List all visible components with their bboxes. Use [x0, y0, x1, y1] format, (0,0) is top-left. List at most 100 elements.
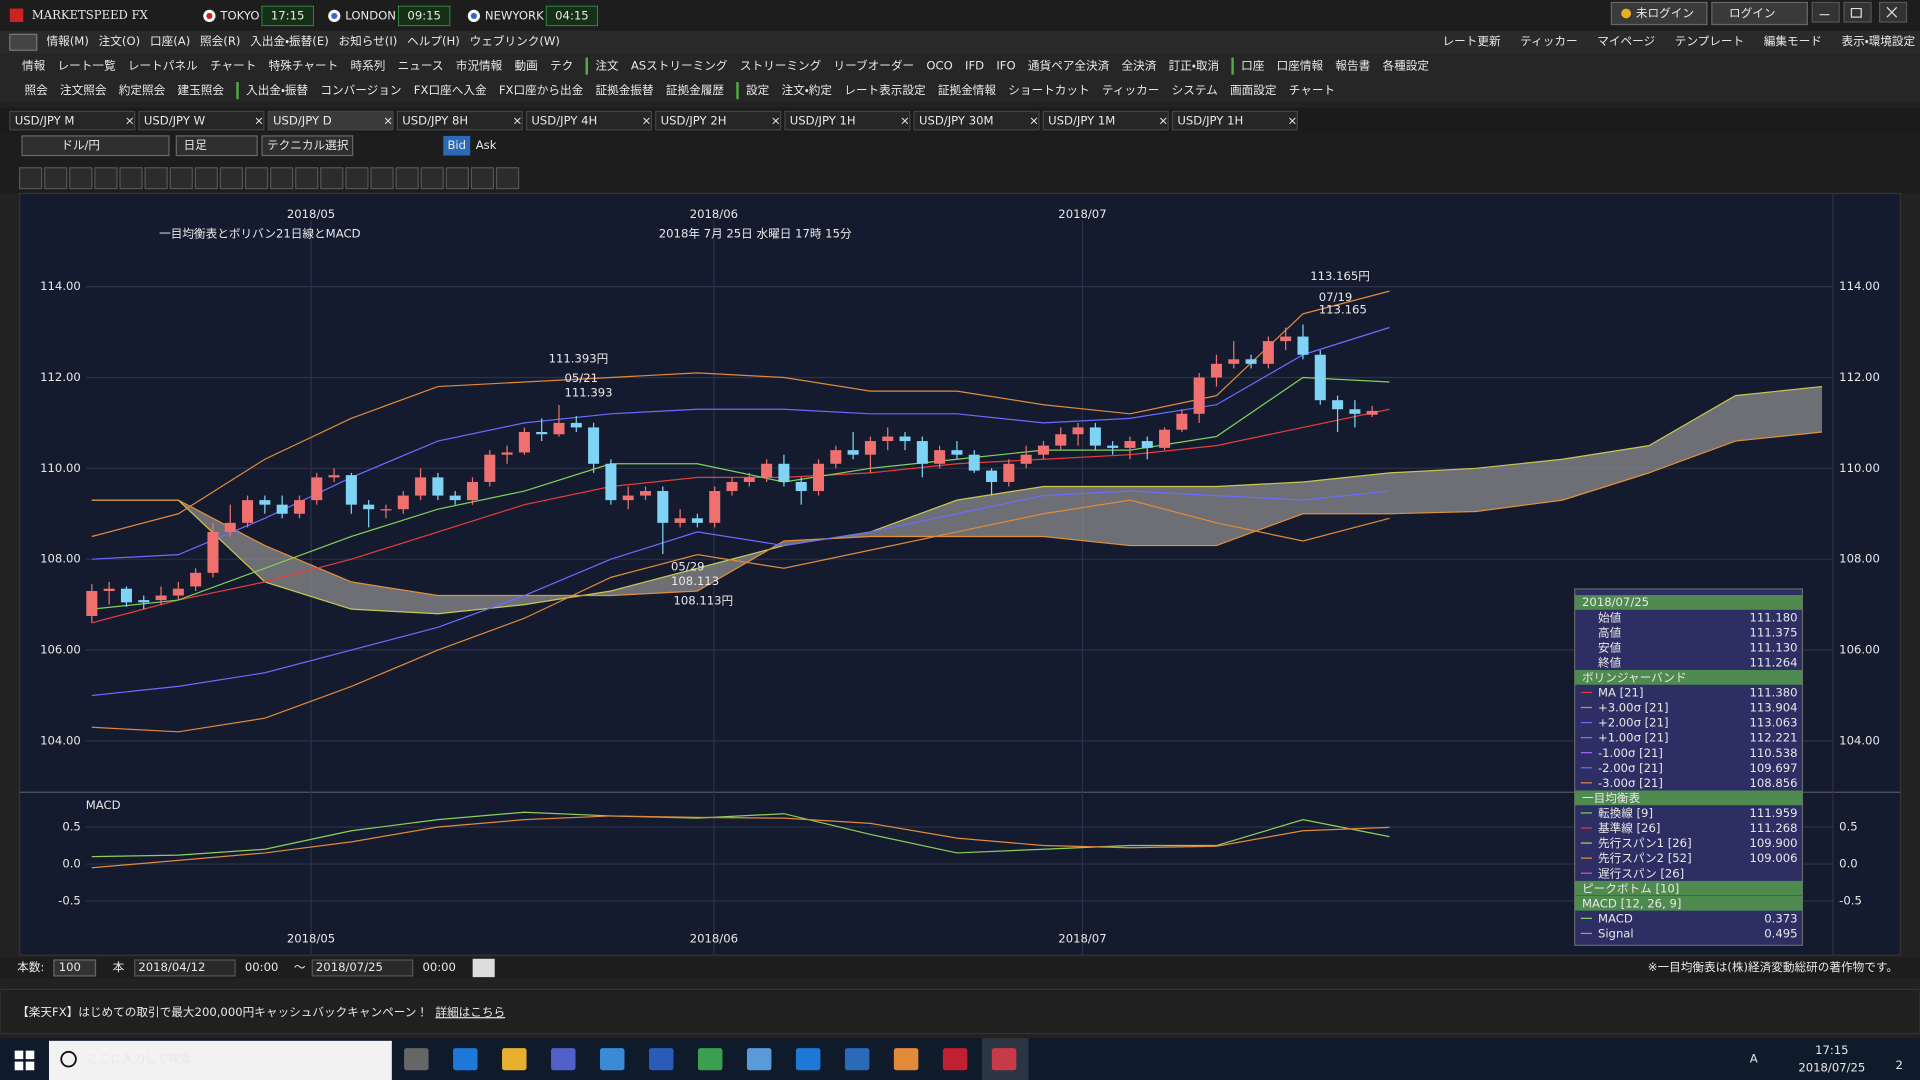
- tab[interactable]: [784, 110, 911, 131]
- drawing-tool[interactable]: [194, 167, 218, 190]
- tab-label[interactable]: USD/JPY M: [15, 114, 75, 128]
- login-button[interactable]: [1711, 1, 1808, 26]
- drawing-tool[interactable]: [370, 167, 394, 190]
- tab[interactable]: [138, 110, 265, 131]
- right-menu-item[interactable]: 編集モード: [1764, 34, 1822, 48]
- drawing-tool[interactable]: [219, 167, 244, 190]
- drawing-tool[interactable]: [270, 167, 294, 190]
- taskbar-app[interactable]: [893, 1048, 919, 1071]
- drawing-tool[interactable]: [470, 167, 495, 190]
- toolbar-item[interactable]: レート表示設定: [844, 83, 926, 97]
- right-menu-item[interactable]: レート更新: [1442, 34, 1501, 48]
- tab-label[interactable]: USD/JPY 1M: [1048, 114, 1115, 128]
- toolbar-item[interactable]: 口座情報: [1277, 59, 1324, 73]
- menu-item[interactable]: 口座(A): [150, 34, 190, 48]
- toolbar-item[interactable]: 時系列: [350, 59, 385, 73]
- drawing-tool[interactable]: [69, 167, 93, 190]
- tab[interactable]: [1171, 110, 1298, 131]
- toolbar-item[interactable]: システム: [1172, 83, 1218, 97]
- toolbar-item[interactable]: 通貨ペア全決済: [1028, 59, 1110, 73]
- right-menu-item[interactable]: テンプレート: [1675, 34, 1744, 48]
- login[interactable]: ログイン: [1729, 6, 1776, 20]
- toolbar-item[interactable]: 注文・約定: [782, 83, 833, 97]
- period[interactable]: 日足: [184, 138, 208, 152]
- drawing-tool[interactable]: [169, 167, 193, 190]
- tab-label[interactable]: USD/JPY 1H: [1177, 114, 1243, 128]
- tab[interactable]: [267, 110, 394, 131]
- bid-button[interactable]: [443, 135, 471, 156]
- toolbar-item[interactable]: レートパネル: [128, 59, 198, 73]
- period-select[interactable]: [175, 135, 258, 157]
- tab-label[interactable]: USD/JPY 4H: [531, 114, 597, 128]
- taskbar-app[interactable]: [404, 1048, 429, 1071]
- taskbar-app[interactable]: [453, 1048, 478, 1071]
- right-menu-item[interactable]: ティッカー: [1520, 34, 1577, 48]
- drawing-tool[interactable]: [44, 167, 68, 190]
- toolbar-item[interactable]: 特殊チャート: [269, 59, 339, 73]
- toolbar-item[interactable]: 入出金・振替: [246, 83, 308, 97]
- login-status[interactable]: 未ログイン: [1636, 6, 1694, 20]
- drawing-tool[interactable]: [420, 167, 444, 190]
- drawing-tool[interactable]: [395, 167, 419, 190]
- toolbar-item[interactable]: FX口座から出金: [499, 83, 584, 97]
- taskbar-app[interactable]: [648, 1048, 674, 1071]
- drawing-tool[interactable]: [345, 167, 369, 190]
- taskbar-app[interactable]: [502, 1048, 527, 1071]
- toolbar-item[interactable]: OCO: [926, 59, 952, 73]
- toolbar-item[interactable]: レート一覧: [58, 59, 117, 73]
- toolbar-item[interactable]: 市況情報: [456, 59, 503, 73]
- banner-link[interactable]: 詳細はこちら: [435, 1005, 505, 1019]
- taskbar-app[interactable]: [991, 1048, 1017, 1071]
- drawing-tool[interactable]: [244, 167, 269, 190]
- login-status-button[interactable]: [1610, 1, 1708, 26]
- taskbar-app[interactable]: [697, 1048, 723, 1071]
- drawing-tool[interactable]: [495, 167, 520, 190]
- drawing-tool[interactable]: [320, 167, 344, 190]
- drawing-tool[interactable]: [445, 167, 469, 190]
- taskbar-app[interactable]: [746, 1048, 772, 1071]
- menu-item[interactable]: 照会(R): [200, 34, 240, 48]
- taskbar-app[interactable]: [942, 1048, 968, 1071]
- right-menu-item[interactable]: 表示・環境設定: [1841, 34, 1915, 48]
- window-control[interactable]: [1878, 1, 1908, 23]
- toolbar-item[interactable]: テク: [550, 59, 573, 73]
- to-date[interactable]: 2018/07/25: [316, 960, 383, 974]
- toolbar-item[interactable]: IFD: [965, 59, 984, 73]
- toolbar-item[interactable]: 動画: [515, 59, 538, 73]
- window-control[interactable]: [1843, 1, 1872, 23]
- menu-item[interactable]: 入出金・振替(E): [250, 34, 329, 48]
- toolbar-item[interactable]: 全決済: [1122, 59, 1157, 73]
- tab[interactable]: [396, 110, 523, 131]
- toolbar-item[interactable]: 口座: [1241, 59, 1265, 73]
- tab[interactable]: [1042, 110, 1169, 131]
- bid[interactable]: Bid: [447, 138, 466, 152]
- toolbar-item[interactable]: 建玉照会: [178, 83, 225, 97]
- toolbar-item[interactable]: ショートカット: [1008, 83, 1089, 97]
- toolbar-item[interactable]: 画面設定: [1230, 83, 1277, 97]
- tab-label[interactable]: USD/JPY D: [273, 114, 332, 128]
- drawing-tool[interactable]: [295, 167, 319, 190]
- menu-item[interactable]: ヘルプ(H): [407, 34, 460, 48]
- toolbar-item[interactable]: 各種設定: [1383, 59, 1430, 73]
- tab-label[interactable]: USD/JPY 2H: [661, 114, 727, 128]
- toolbar-item[interactable]: IFO: [996, 59, 1015, 73]
- apply-button[interactable]: [472, 958, 495, 978]
- tab-label[interactable]: USD/JPY 1H: [790, 114, 856, 128]
- toolbar-item[interactable]: 証拠金情報: [938, 83, 997, 97]
- menu-item[interactable]: ウェブリンク(W): [470, 34, 560, 48]
- toolbar-item[interactable]: リーブオーダー: [833, 59, 914, 73]
- toolbar-item[interactable]: FX口座へ入金: [414, 83, 487, 97]
- drawing-tool[interactable]: [18, 167, 43, 190]
- taskbar-app[interactable]: [551, 1048, 576, 1071]
- count[interactable]: 100: [59, 960, 81, 974]
- search-placeholder[interactable]: ここに入力して検索: [87, 1052, 191, 1066]
- ask[interactable]: Ask: [476, 138, 497, 152]
- drawing-tool[interactable]: [94, 167, 118, 190]
- tab[interactable]: [9, 110, 136, 131]
- toolbar-item[interactable]: ニュース: [398, 59, 444, 73]
- toolbar-item[interactable]: 注文: [595, 59, 619, 73]
- drawing-tool[interactable]: [119, 167, 143, 190]
- pair-select[interactable]: [21, 135, 170, 157]
- toolbar-item[interactable]: 注文照会: [60, 83, 107, 97]
- count-select[interactable]: [53, 959, 97, 977]
